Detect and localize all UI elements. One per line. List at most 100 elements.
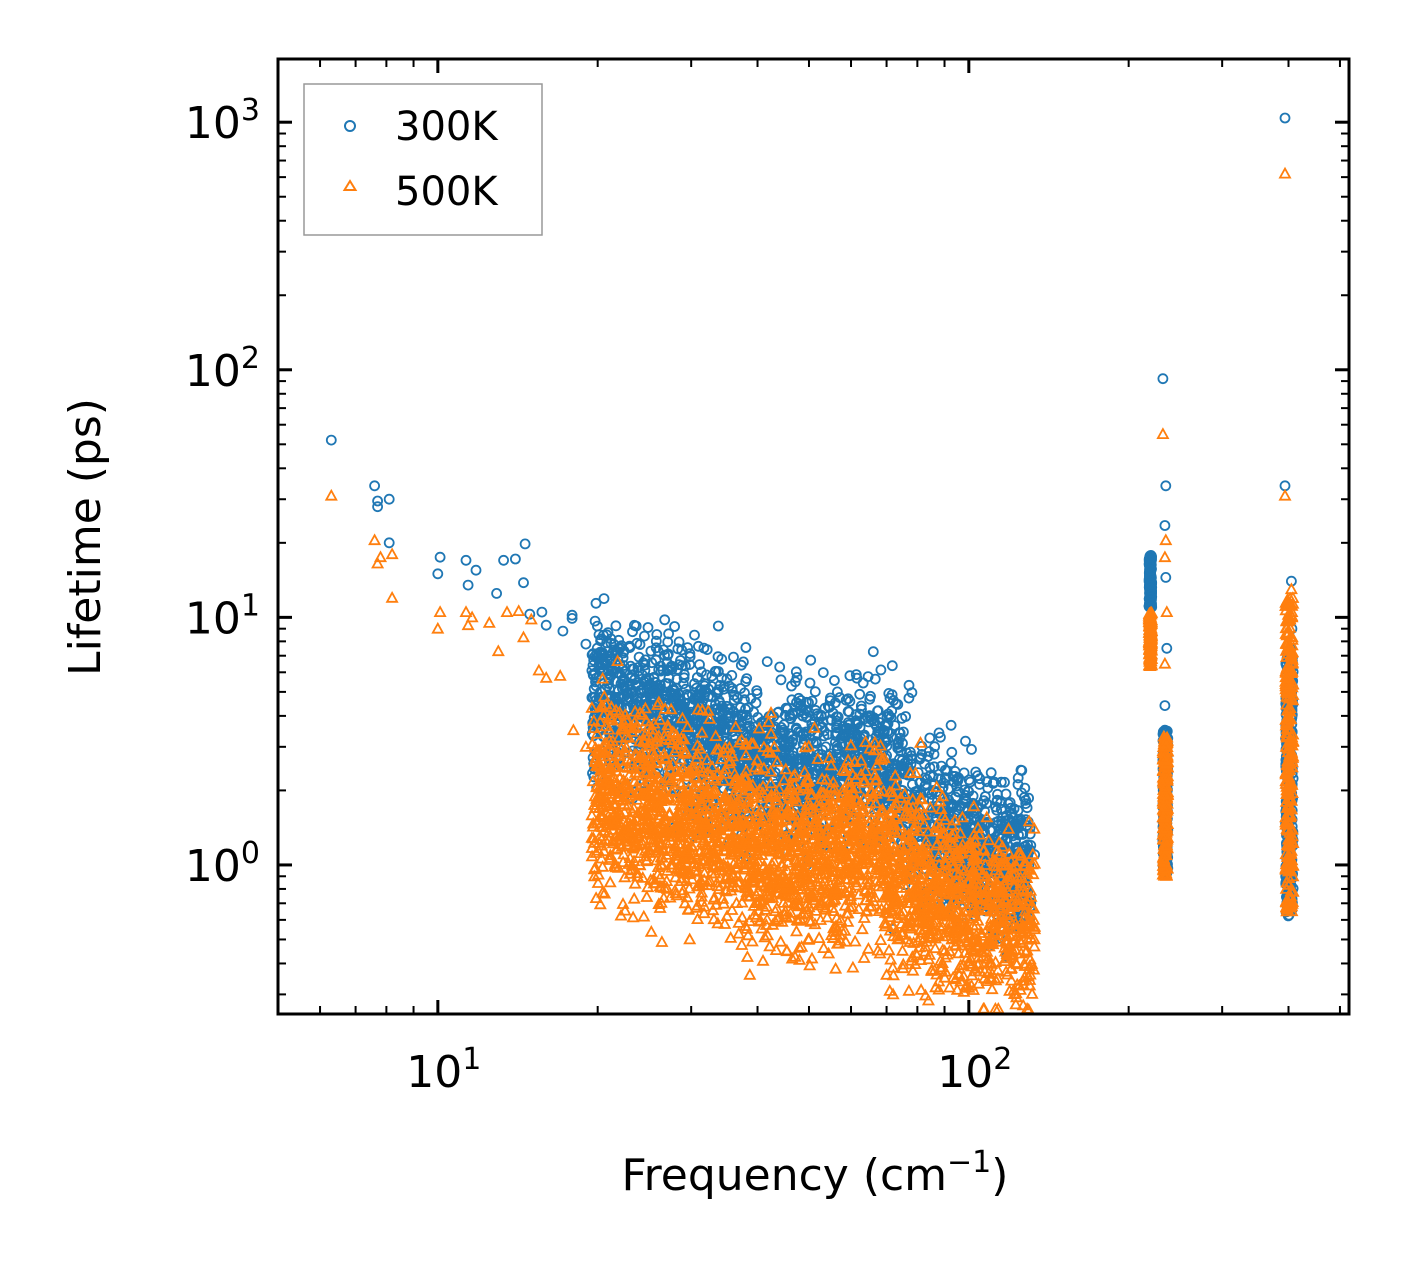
data-point-300k xyxy=(1005,809,1017,820)
data-point-300k xyxy=(718,681,730,692)
data-point-300k xyxy=(935,731,946,743)
data-point-300k xyxy=(1161,642,1173,654)
data-point-500k xyxy=(834,913,848,926)
data-point-300k xyxy=(872,705,884,717)
data-point-500k xyxy=(873,946,887,959)
data-point-300k xyxy=(991,804,1003,816)
data-point-300k xyxy=(741,709,752,721)
data-point-500k xyxy=(812,931,826,943)
data-point-300k xyxy=(750,697,762,709)
data-point-300k xyxy=(844,670,856,682)
data-point-300k xyxy=(839,729,851,740)
data-point-300k xyxy=(869,718,880,729)
data-point-300k xyxy=(831,740,843,752)
data-point-500k xyxy=(714,752,728,764)
data-point-300k xyxy=(1145,578,1157,590)
data-point-300k xyxy=(928,761,940,773)
data-point-300k xyxy=(991,794,1003,806)
data-point-500k xyxy=(597,689,611,702)
data-point-300k xyxy=(668,685,680,696)
data-point-300k xyxy=(634,685,646,696)
data-point-500k xyxy=(691,912,705,924)
data-point-500k xyxy=(707,912,721,925)
data-point-300k xyxy=(854,688,866,700)
data-point-300k xyxy=(1005,802,1017,814)
data-point-300k xyxy=(857,677,869,689)
data-point-300k xyxy=(928,748,940,760)
data-point-500k xyxy=(735,910,749,923)
data-point-300k xyxy=(383,493,395,505)
data-point-500k xyxy=(902,983,916,996)
data-point-300k xyxy=(869,673,881,685)
data-point-500k xyxy=(789,853,803,866)
data-point-300k xyxy=(491,588,503,599)
data-point-500k xyxy=(817,814,831,827)
data-point-300k xyxy=(799,708,810,719)
data-point-300k xyxy=(889,720,901,731)
data-point-300k xyxy=(432,568,444,580)
data-point-300k xyxy=(716,653,728,665)
data-point-500k xyxy=(932,919,947,931)
data-point-300k xyxy=(383,537,395,549)
data-point-300k xyxy=(639,659,651,671)
data-point-300k xyxy=(640,654,651,666)
data-point-500k xyxy=(854,767,868,780)
data-point-300k xyxy=(566,613,578,624)
data-point-300k xyxy=(712,620,724,632)
data-point-500k xyxy=(788,949,802,962)
data-point-300k xyxy=(698,723,710,735)
data-point-300k xyxy=(1159,700,1171,711)
data-point-300k xyxy=(637,657,649,669)
data-point-300k xyxy=(590,597,602,609)
data-point-300k xyxy=(1160,572,1172,583)
data-point-300k xyxy=(886,660,898,672)
data-point-300k xyxy=(589,615,601,627)
data-point-500k xyxy=(767,854,781,867)
data-point-300k xyxy=(372,501,384,513)
data-point-300k xyxy=(981,776,993,788)
data-point-300k xyxy=(536,606,548,618)
data-point-300k xyxy=(992,788,1003,800)
data-point-500k xyxy=(682,881,696,894)
data-point-300k xyxy=(580,638,592,650)
data-point-300k xyxy=(640,698,651,710)
data-point-500k xyxy=(743,914,757,926)
data-point-300k xyxy=(1014,815,1026,827)
data-point-300k xyxy=(832,686,843,698)
data-point-300k xyxy=(790,722,802,734)
data-point-500k xyxy=(596,671,610,684)
data-point-300k xyxy=(671,682,682,694)
data-point-300k xyxy=(809,686,821,698)
data-point-500k xyxy=(848,934,862,947)
data-point-500k xyxy=(661,718,675,731)
data-point-300k xyxy=(655,660,667,672)
data-point-500k xyxy=(922,947,937,960)
data-point-300k xyxy=(1145,595,1157,607)
data-point-300k xyxy=(625,688,637,700)
data-point-300k xyxy=(648,672,660,684)
data-point-300k xyxy=(728,694,740,706)
data-point-300k xyxy=(817,667,829,678)
data-point-300k xyxy=(886,761,898,773)
data-point-500k xyxy=(740,950,754,962)
data-point-300k xyxy=(850,718,862,730)
data-point-300k xyxy=(883,710,895,722)
data-point-300k xyxy=(663,628,674,640)
data-point-300k xyxy=(1020,798,1032,809)
data-point-300k xyxy=(754,733,766,745)
data-point-300k xyxy=(655,665,667,677)
data-point-300k xyxy=(1146,589,1157,601)
data-point-500k xyxy=(1022,814,1036,827)
data-point-500k xyxy=(829,961,843,974)
data-point-300k xyxy=(780,702,792,714)
data-point-300k xyxy=(598,593,610,604)
data-point-300k xyxy=(1012,779,1024,790)
data-point-300k xyxy=(804,677,816,689)
data-point-500k xyxy=(755,921,769,934)
data-point-300k xyxy=(941,765,953,777)
data-point-500k xyxy=(770,901,784,914)
data-point-300k xyxy=(595,633,607,645)
data-point-300k xyxy=(701,644,713,655)
data-point-300k xyxy=(894,732,906,744)
data-point-300k xyxy=(701,669,712,681)
